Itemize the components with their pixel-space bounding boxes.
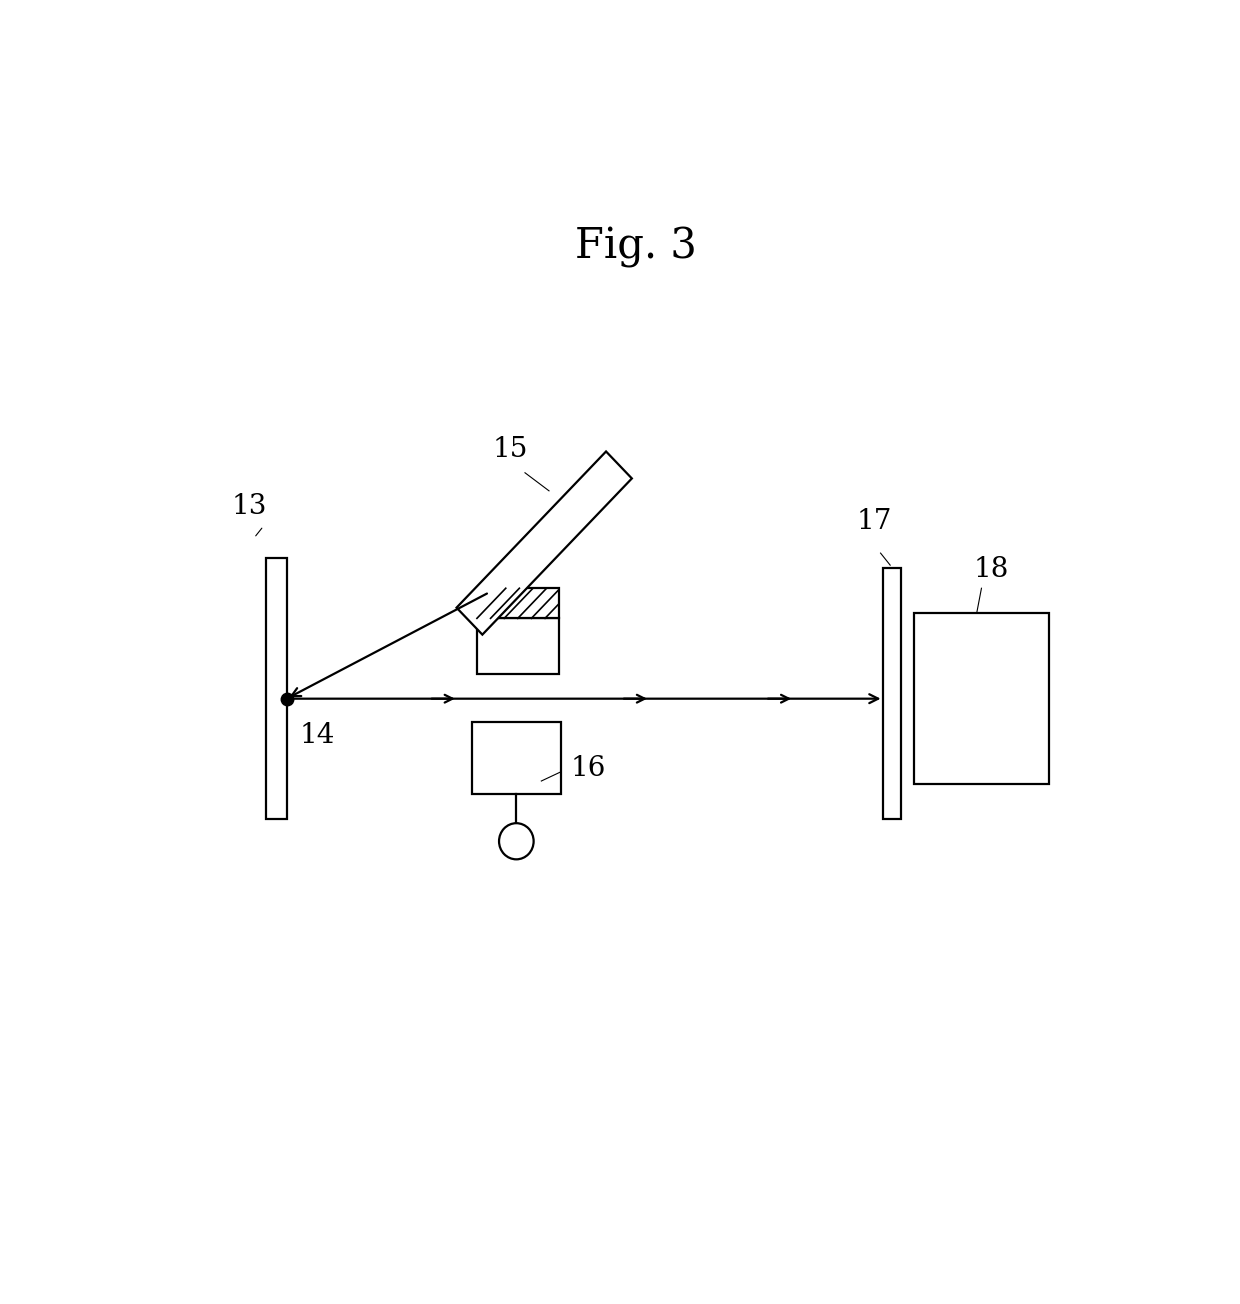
- Polygon shape: [456, 451, 632, 635]
- Text: 16: 16: [570, 755, 605, 782]
- Bar: [914, 613, 1049, 784]
- Circle shape: [498, 823, 533, 859]
- Bar: [265, 558, 286, 819]
- Text: Fig. 3: Fig. 3: [574, 226, 697, 267]
- Text: 18: 18: [973, 557, 1009, 583]
- Bar: [883, 569, 900, 819]
- Text: 15: 15: [492, 436, 528, 463]
- Bar: [472, 722, 560, 794]
- Bar: [477, 588, 558, 618]
- Text: 14: 14: [299, 722, 335, 748]
- Bar: [477, 618, 558, 674]
- Text: 13: 13: [232, 493, 267, 520]
- Text: 17: 17: [857, 509, 893, 535]
